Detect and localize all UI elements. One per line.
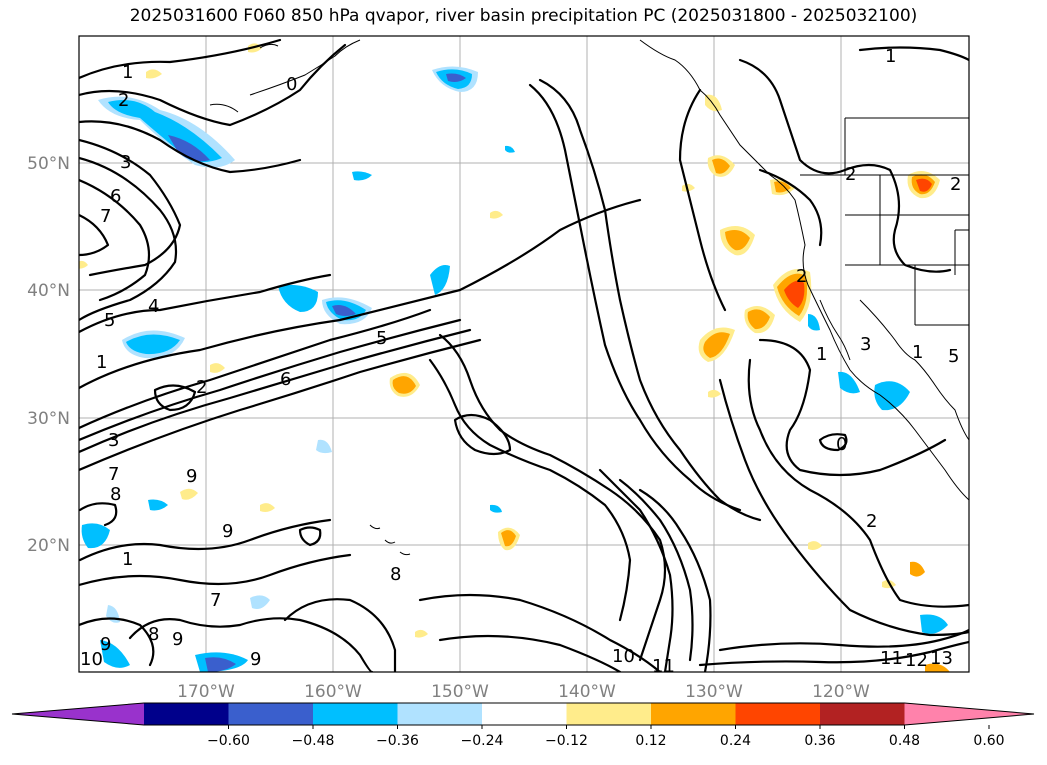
colorbar-segment	[651, 703, 736, 725]
contour-label: 12	[905, 650, 928, 671]
colorbar: −0.60 −0.48 −0.36 −0.24 −0.12 0.12 0.24 0.36 0.4…	[11, 702, 1035, 749]
lon-label-170w: 170°W	[177, 682, 235, 702]
contour-label: 1	[885, 46, 896, 67]
colorbar-segment	[397, 703, 483, 725]
contour-label: 6	[110, 186, 121, 207]
contour-label: 10	[612, 646, 635, 667]
colorbar-tick-label: −0.60	[207, 733, 250, 749]
contour-label: 5	[376, 328, 387, 349]
contour-label: 6	[280, 369, 291, 390]
colorbar-tick-label: 0.36	[804, 733, 835, 749]
positive-anomalies	[79, 43, 950, 672]
colorbar-tick-label: −0.36	[376, 733, 419, 749]
colorbar-tick-label: −0.12	[545, 733, 588, 749]
coastlines	[209, 39, 969, 556]
contour-label: 1	[96, 352, 107, 373]
contour-label: 1	[122, 62, 133, 83]
contour-label: 0	[286, 74, 297, 95]
contour-label: 3	[108, 430, 119, 451]
contour-label: 5	[104, 310, 115, 331]
contour-label: 2	[118, 90, 129, 111]
colorbar-segment	[482, 703, 567, 725]
contour-label: 1	[122, 549, 133, 570]
contour-label: 9	[250, 649, 261, 670]
lon-label-160w: 160°W	[304, 682, 362, 702]
contour-label-group: 1 2 0 3 6 7 5 4 1 2 6 5 3 7 9 8 1 9 8 7 …	[80, 46, 961, 677]
lat-label-50n: 50°N	[27, 154, 70, 174]
contour-label: 7	[108, 464, 119, 485]
colorbar-extend-high	[904, 703, 1034, 725]
contour-label: 9	[100, 634, 111, 655]
colorbar-extend-low	[12, 703, 144, 725]
map-frame	[78, 35, 970, 673]
contour-label: 4	[148, 296, 159, 317]
contour-label: 1	[912, 342, 923, 363]
colorbar-segment	[820, 703, 905, 725]
contour-label: 7	[210, 590, 221, 611]
colorbar-segment	[735, 703, 821, 725]
contour-label: 10	[80, 649, 103, 670]
colorbar-tick-label: 0.60	[973, 733, 1004, 749]
contour-label: 9	[172, 629, 183, 650]
contour-label: 9	[186, 466, 197, 487]
latitude-labels: 50°N 40°N 30°N 20°N	[27, 154, 70, 556]
contour-label: 8	[148, 624, 159, 645]
qvapor-contours	[79, 38, 969, 672]
contour-label: 2	[845, 164, 856, 185]
contour-label: 2	[866, 511, 877, 532]
lat-label-30n: 30°N	[27, 409, 70, 429]
colorbar-segment	[144, 703, 229, 725]
map-area	[79, 36, 969, 672]
colorbar-tick-label: 0.12	[635, 733, 666, 749]
contour-label: 9	[222, 521, 233, 542]
contour-label: 5	[948, 346, 959, 367]
contour-label: 8	[390, 564, 401, 585]
contour-label: 7	[100, 206, 111, 227]
contour-label: 3	[860, 334, 871, 355]
contour-label: 2	[796, 266, 807, 287]
colorbar-segment	[228, 703, 314, 725]
map-title: 2025031600 F060 850 hPa qvapor, river ba…	[129, 6, 918, 26]
lon-label-130w: 130°W	[685, 682, 743, 702]
colorbar-segment	[313, 703, 398, 725]
colorbar-tick-label: −0.24	[461, 733, 504, 749]
lon-label-120w: 120°W	[812, 682, 870, 702]
map-content: 1 2 0 3 6 7 5 4 1 2 6 5 3 7 9 8 1 9 8 7 …	[79, 36, 969, 677]
lat-label-20n: 20°N	[27, 536, 70, 556]
contour-label: 0	[836, 434, 847, 455]
contour-label: 2	[196, 377, 207, 398]
contour-label: 8	[110, 484, 121, 505]
longitude-labels: 170°W 160°W 150°W 140°W 130°W 120°W	[177, 682, 870, 702]
contour-label: 1	[816, 344, 827, 365]
contour-label: 3	[120, 152, 131, 173]
contour-label: 11	[652, 656, 675, 677]
colorbar-tick-label: 0.48	[889, 733, 920, 749]
contour-label: 13	[930, 648, 953, 669]
lon-label-150w: 150°W	[431, 682, 489, 702]
colorbar-outline	[11, 702, 1035, 726]
negative-anomalies	[81, 66, 948, 672]
colorbar-tick-label: 0.24	[720, 733, 751, 749]
contour-label: 11	[880, 648, 903, 669]
lat-label-40n: 40°N	[27, 281, 70, 301]
lon-label-140w: 140°W	[558, 682, 616, 702]
colorbar-tick-label: −0.48	[292, 733, 335, 749]
contour-label: 2	[950, 174, 961, 195]
colorbar-segment	[566, 703, 652, 725]
